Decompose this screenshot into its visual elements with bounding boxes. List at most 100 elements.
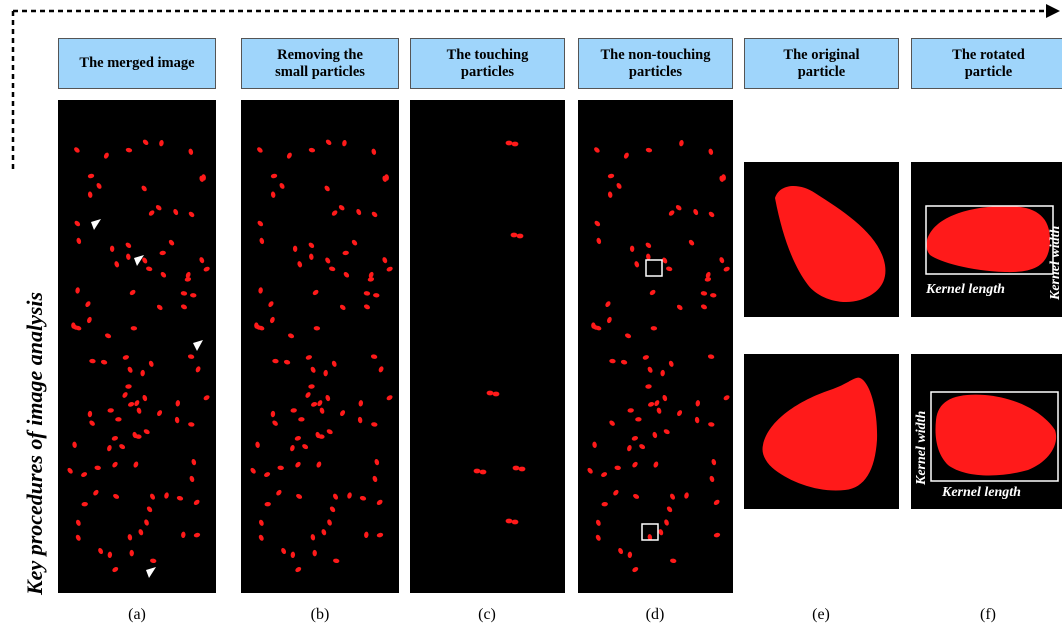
- particle: [627, 445, 632, 452]
- particle: [670, 558, 677, 564]
- particle: [710, 293, 717, 298]
- particle: [155, 205, 162, 211]
- particle: [187, 354, 195, 359]
- particle: [595, 325, 602, 331]
- particle: [294, 436, 301, 441]
- particle: [309, 253, 314, 260]
- particle: [666, 266, 673, 272]
- header-merged: The merged image: [58, 38, 216, 89]
- particle: [312, 289, 319, 296]
- particle: [342, 250, 349, 256]
- particle: [653, 461, 659, 468]
- particle: [67, 467, 73, 474]
- particle: [272, 420, 278, 426]
- particle: [705, 271, 711, 278]
- particle: [150, 493, 155, 500]
- particle: [713, 532, 721, 538]
- touching-particle: [486, 390, 494, 396]
- header-touching: The touching particles: [410, 38, 565, 89]
- particle: [74, 147, 80, 153]
- particle: [329, 266, 336, 272]
- particle: [347, 492, 352, 499]
- particle: [656, 407, 662, 414]
- particle: [367, 277, 375, 282]
- particle: [189, 475, 195, 483]
- particle: [324, 185, 330, 192]
- particle: [676, 304, 683, 311]
- particle: [87, 410, 93, 418]
- particle: [138, 529, 144, 536]
- particle: [199, 175, 204, 182]
- particle: [148, 210, 155, 216]
- particle: [122, 355, 129, 360]
- particle: [363, 304, 370, 310]
- particle: [107, 408, 114, 413]
- kernel-width-label-2: Kernel width: [914, 410, 929, 485]
- particle: [359, 495, 367, 501]
- particle: [75, 519, 81, 526]
- particle: [704, 277, 712, 282]
- particle: [624, 333, 632, 339]
- particle: [356, 209, 362, 216]
- particle: [310, 366, 316, 373]
- particle: [708, 422, 715, 427]
- header-removing: Removing the small particles: [241, 38, 399, 89]
- particle: [111, 436, 118, 441]
- particle: [87, 191, 93, 198]
- particle: [372, 475, 378, 483]
- particle: [270, 173, 278, 179]
- particle: [279, 182, 285, 189]
- particle: [645, 147, 653, 153]
- particle: [325, 394, 331, 402]
- particle: [326, 429, 333, 435]
- particle: [98, 547, 104, 555]
- particle: [127, 534, 133, 541]
- particle: [72, 441, 77, 449]
- particle: [175, 400, 181, 407]
- particle: [623, 152, 629, 159]
- particle: [331, 360, 337, 367]
- particle: [719, 257, 725, 264]
- particle: [318, 434, 325, 439]
- particle: [373, 293, 380, 298]
- particle: [272, 358, 279, 364]
- particle: [168, 239, 175, 246]
- particle: [312, 549, 317, 557]
- particle: [614, 465, 621, 471]
- particle: [633, 493, 640, 499]
- touching-particle: [511, 519, 519, 525]
- particle: [711, 458, 717, 466]
- particle: [376, 499, 383, 506]
- particle: [276, 489, 282, 496]
- particle: [594, 220, 601, 227]
- particle: [268, 301, 274, 308]
- particle: [376, 532, 384, 538]
- particle: [700, 304, 707, 310]
- particle: [144, 519, 149, 526]
- particle: [613, 489, 619, 496]
- particle: [115, 417, 122, 422]
- particle: [176, 495, 184, 501]
- particle: [607, 191, 613, 198]
- particle: [142, 394, 148, 402]
- particle: [81, 501, 88, 507]
- particle: [670, 493, 675, 500]
- particle: [694, 416, 700, 424]
- particle: [587, 467, 593, 474]
- particle: [609, 358, 616, 364]
- particle: [174, 416, 180, 424]
- particle: [340, 410, 346, 417]
- original-kernel-2: [762, 377, 878, 491]
- particle: [113, 493, 120, 499]
- touching-particle: [492, 391, 500, 397]
- particle: [329, 506, 336, 513]
- particle: [695, 400, 701, 407]
- particle: [331, 210, 338, 216]
- particle: [620, 359, 628, 365]
- particle: [339, 304, 346, 311]
- particle: [290, 408, 297, 413]
- particle: [609, 420, 615, 426]
- particle: [259, 237, 265, 245]
- particle: [142, 139, 149, 146]
